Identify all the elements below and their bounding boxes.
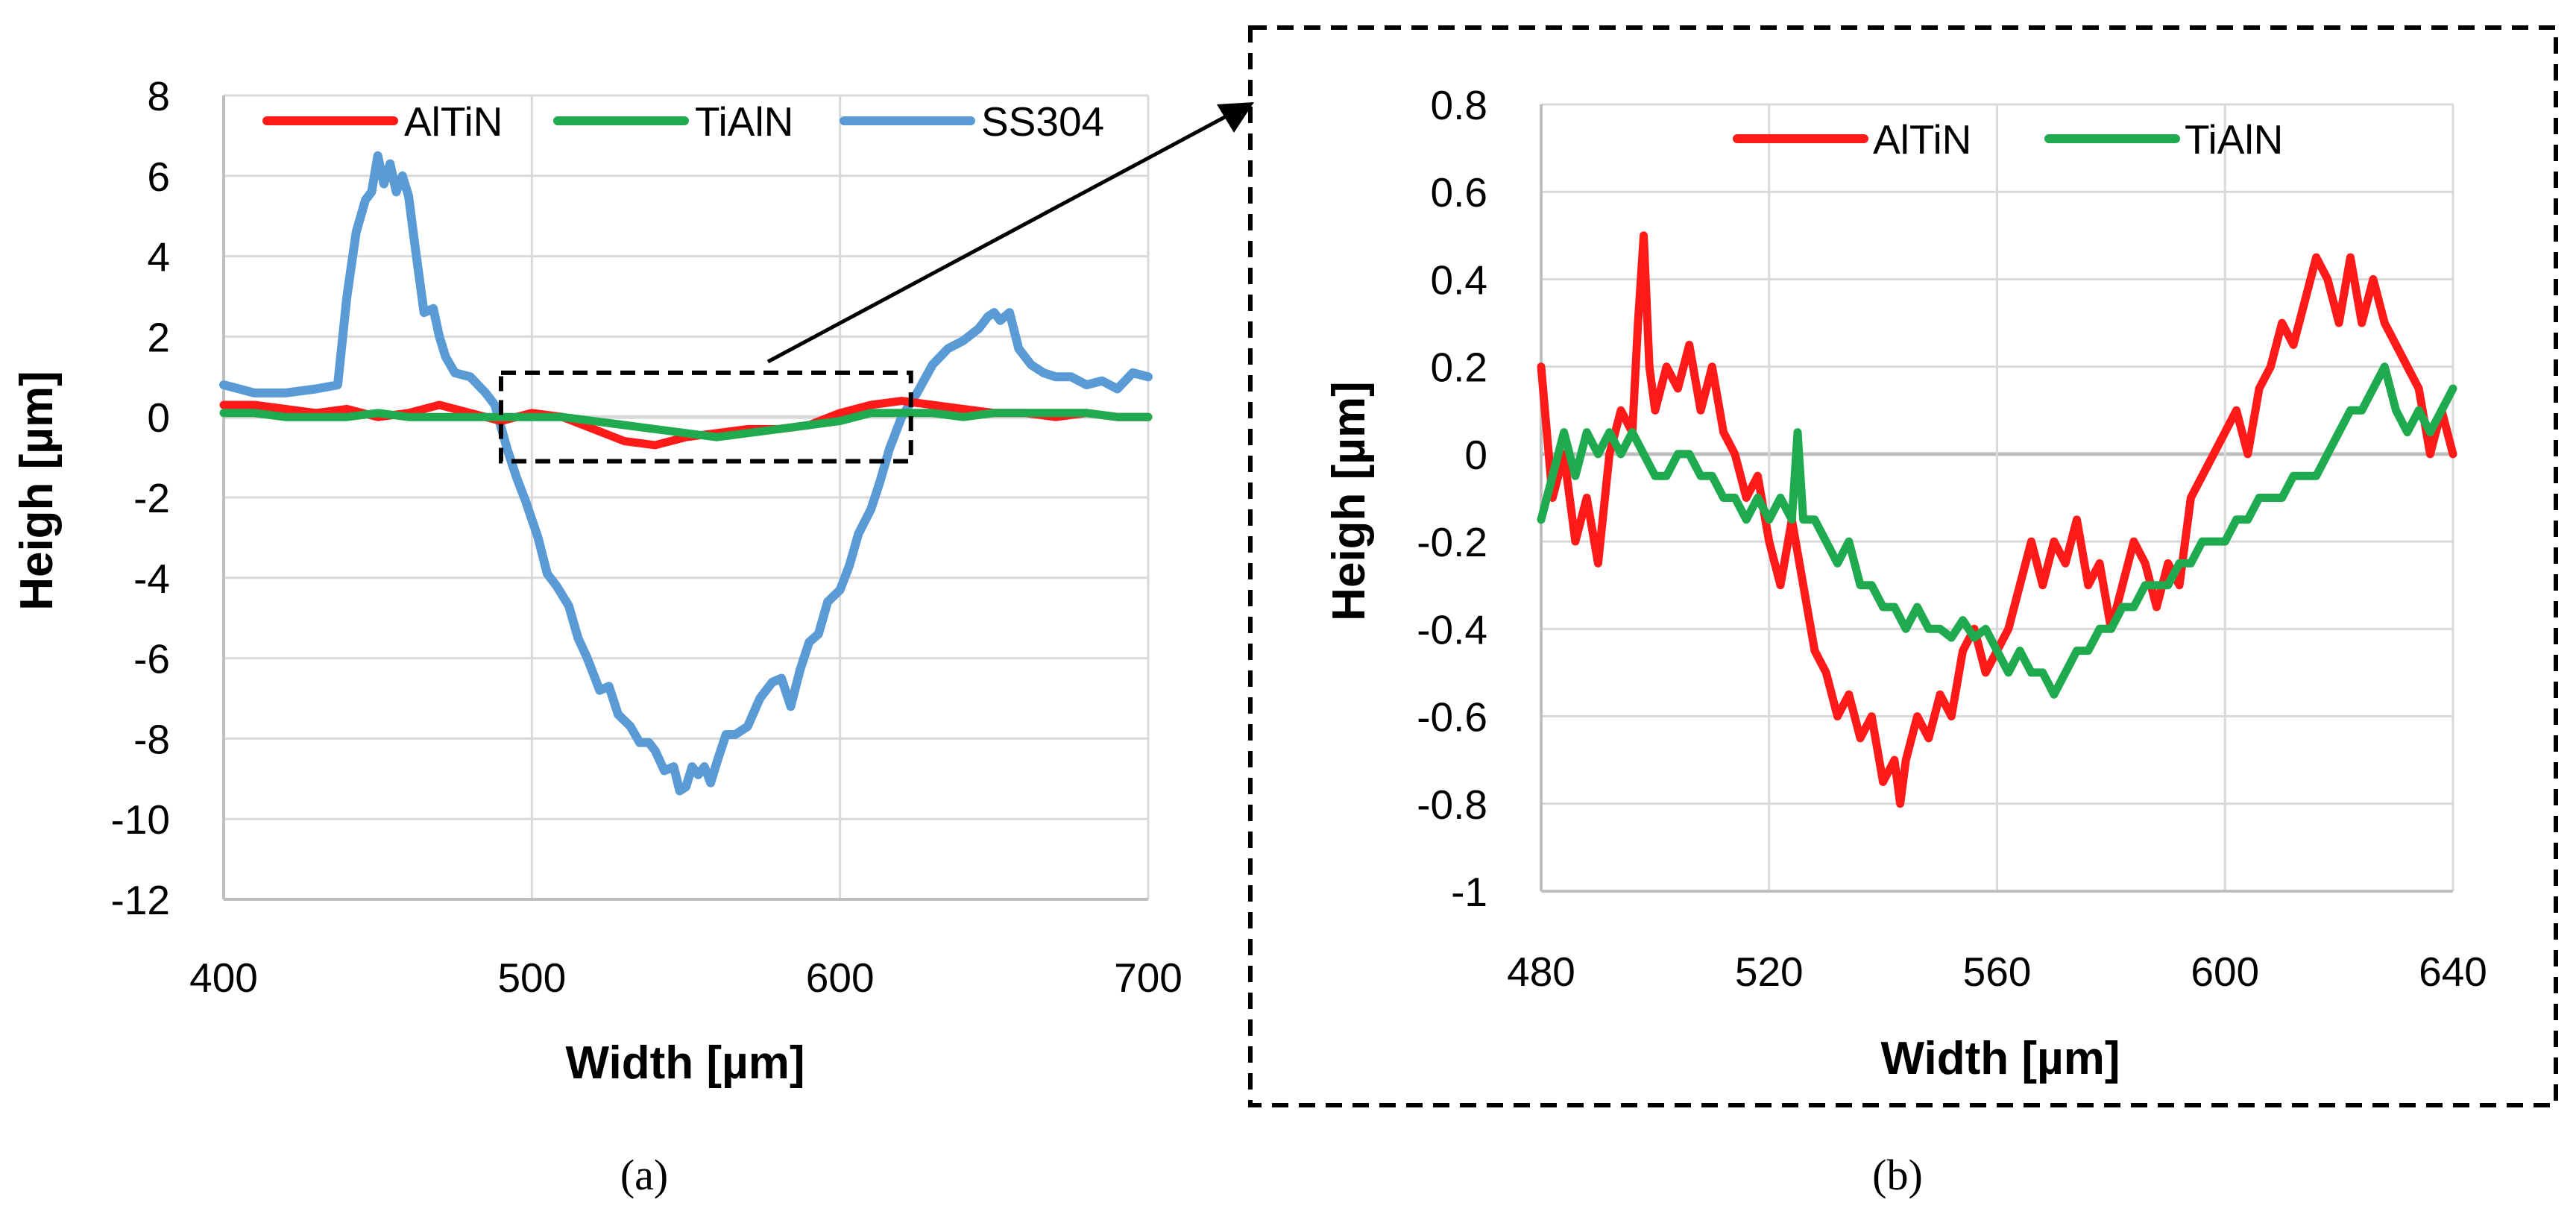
gridlines (222, 94, 1150, 901)
y-tick-label: 0.4 (1431, 257, 1487, 303)
x-axis-title: Width [µm] (566, 1037, 805, 1089)
axes (222, 95, 1148, 901)
series-layer (1537, 231, 2457, 808)
y-tick-label: -6 (133, 636, 170, 682)
arrowhead-icon (1217, 102, 1254, 133)
chart-b: AlTiN TiAlN -1 -0.8 -0.6 -0.4 -0.2 0 0.2 0.4 0.6 0… (1323, 82, 2487, 1084)
y-tick-label: -10 (111, 796, 171, 843)
y-tick-label: 0.6 (1431, 169, 1487, 216)
y-tick-label: 0.8 (1431, 82, 1487, 128)
y-tick-label: -1 (1451, 869, 1487, 915)
zoom-panel-frame (1248, 25, 2558, 1107)
x-tick-label: 500 (497, 955, 566, 1001)
y-tick-label: 6 (147, 154, 170, 200)
x-tick-labels: 400 500 600 700 (189, 955, 1182, 1001)
y-tick-label: 0 (147, 394, 170, 441)
y-tick-label: 8 (147, 73, 170, 119)
y-tick-label: 2 (147, 314, 170, 360)
series-line-tialn (1537, 362, 2457, 699)
y-tick-label: -2 (133, 475, 170, 521)
y-tick-label: -0.2 (1417, 519, 1487, 565)
x-tick-label: 400 (189, 955, 258, 1001)
y-tick-labels: -1 -0.8 -0.6 -0.4 -0.2 0 0.2 0.4 0.6 0.8 (1417, 82, 1487, 915)
y-tick-label: 0.2 (1431, 345, 1487, 391)
series-line-tialn (219, 409, 1153, 441)
y-tick-label: 4 (147, 234, 170, 280)
y-tick-labels: -12 -10 -8 -6 -4 -2 0 2 4 6 8 (111, 73, 171, 923)
zoom-box (499, 370, 913, 464)
y-axis-title: Heigh [µm] (1323, 381, 1375, 621)
y-tick-label: -0.4 (1417, 606, 1487, 653)
zoom-region (499, 370, 913, 464)
legend-label-ss304: SS304 (981, 98, 1104, 145)
caption-a: (a) (620, 1151, 668, 1199)
legend-label-tialn: TiAlN (2185, 116, 2283, 163)
chart-a: AlTiN TiAlN SS304 -12 -10 -8 -6 -4 -2 0 2 4 6 8 400 5… (11, 73, 1182, 1089)
legend: AlTiN TiAlN (1733, 116, 2283, 163)
zoom-arrow (766, 111, 1233, 364)
y-axis-title: Heigh [µm] (11, 371, 63, 611)
x-tick-labels: 480 520 560 600 640 (1507, 949, 2487, 995)
legend-label-altin: AlTiN (1873, 116, 1971, 163)
caption-b: (b) (1872, 1151, 1923, 1199)
x-tick-label: 480 (1507, 949, 1575, 995)
y-tick-label: -8 (133, 716, 170, 762)
y-tick-label: -0.8 (1417, 782, 1487, 828)
x-tick-label: 560 (1963, 949, 2032, 995)
x-tick-label: 600 (2191, 949, 2259, 995)
y-tick-label: -4 (133, 556, 170, 602)
y-tick-label: 0 (1464, 432, 1487, 478)
series-line-ss304 (219, 151, 1153, 796)
x-axis-title: Width [µm] (1881, 1033, 2120, 1084)
legend-label-altin: AlTiN (404, 98, 503, 145)
x-tick-label: 520 (1735, 949, 1804, 995)
x-tick-label: 700 (1114, 955, 1182, 1001)
x-tick-label: 600 (806, 955, 875, 1001)
series-layer (219, 151, 1153, 796)
legend-label-tialn: TiAlN (695, 98, 793, 145)
x-tick-label: 640 (2419, 949, 2487, 995)
series-line-altin (1537, 231, 2457, 808)
axes (1540, 104, 2453, 893)
y-tick-label: -0.6 (1417, 694, 1487, 741)
y-tick-label: -12 (111, 877, 171, 923)
legend: AlTiN TiAlN SS304 (262, 98, 1104, 145)
